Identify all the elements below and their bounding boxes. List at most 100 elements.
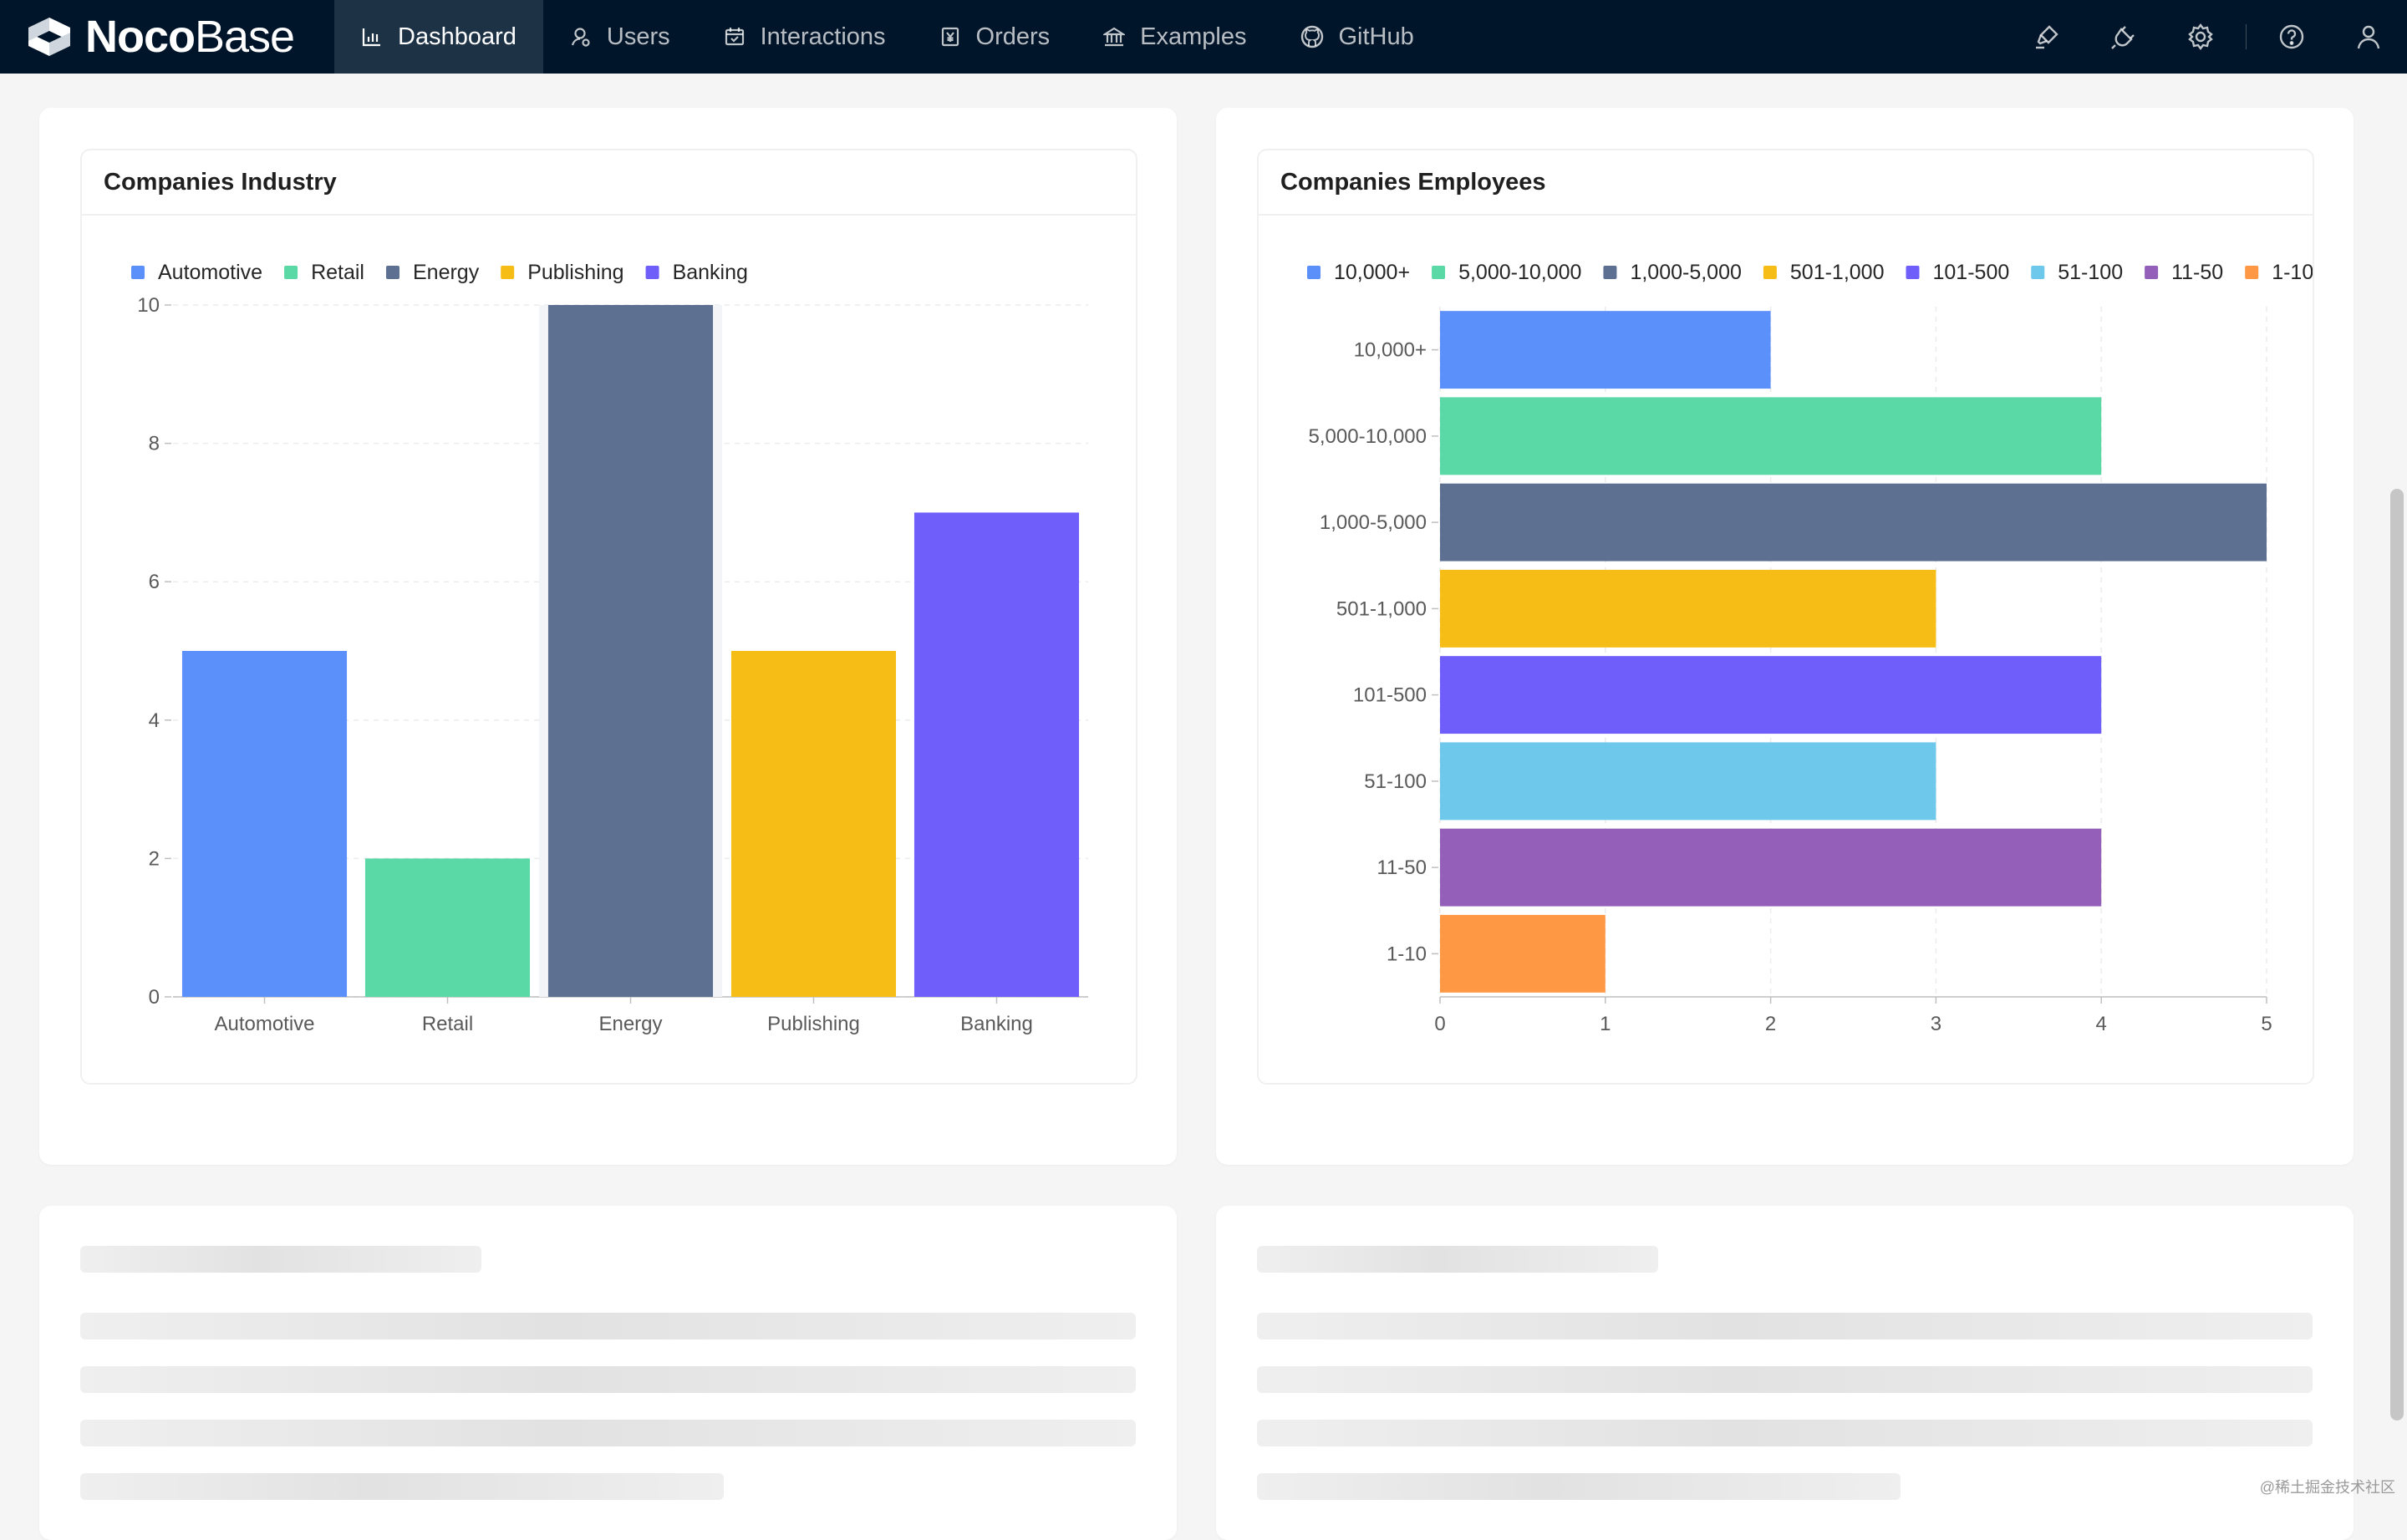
legend-marker [1603,266,1617,279]
employees-legend-item[interactable]: 10,000+ [1307,261,1410,284]
nav-interactions[interactable]: Interactions [697,0,913,74]
legend-marker [1763,266,1777,279]
skeleton-line [1257,1313,2313,1339]
employees-bar-chart: 10,000+ 5,000-10,000 1,000-5,000 501-1,000 1… [1307,261,2313,1035]
legend-label: Publishing [527,261,623,284]
legend-label: Energy [413,261,480,284]
nav-dashboard[interactable]: Dashboard [334,0,543,74]
industry-legend-item[interactable]: Energy [385,261,480,284]
industry-bar-chart: Automotive Retail Energy Publishing Banking 0… [131,261,1088,1035]
industry-legend-item[interactable]: Automotive [131,261,262,284]
x-tick-label: 2 [1765,1013,1776,1035]
loading-card-left [39,1206,1177,1540]
employees-legend-item[interactable]: 11-50 [2145,261,2223,284]
skeleton-line [80,1313,1136,1339]
legend-marker [501,266,515,279]
y-tick-label: 11-50 [1377,856,1427,879]
y-tick-label: 2 [149,847,160,870]
bar-11-50[interactable] [1440,828,2102,907]
yen-icon [941,27,959,47]
y-tick-label: 10,000+ [1354,339,1427,362]
github-icon [1300,25,1323,48]
skeleton-title [1257,1246,1658,1273]
plugin-manager-button[interactable] [2085,0,2162,74]
bar-1-10[interactable] [1440,914,1606,993]
bar-5-000-10-000[interactable] [1440,397,2102,475]
skeleton-line [1257,1473,1901,1500]
nav-orders-label: Orders [975,23,1051,50]
y-tick-label: 0 [149,986,160,1009]
y-tick-label: 1,000-5,000 [1320,511,1427,534]
help-icon [2279,24,2304,49]
skeleton-line [1257,1420,2313,1446]
industry-card: Companies Industry Automotive Retail Energ… [39,108,1177,1165]
legend-label: Retail [311,261,364,284]
bank-icon [1103,27,1126,47]
nav-users[interactable]: Users [543,0,697,74]
skeleton-line [80,1366,1136,1393]
account-button[interactable] [2330,0,2407,74]
industry-legend-item[interactable]: Publishing [501,261,624,284]
legend-marker [1307,266,1321,279]
top-navigation-bar: NocoBase Dashboard Users Interactions Or… [0,0,2407,74]
loading-card-right [1216,1206,2354,1540]
y-tick-label: 4 [149,709,160,732]
bar-51-100[interactable] [1440,742,1936,821]
nocobase-logo-icon [28,18,70,56]
nav-users-label: Users [606,23,670,50]
industry-legend-item[interactable]: Banking [645,261,748,284]
industry-legend-item[interactable]: Retail [284,261,364,284]
x-tick-label: 1 [1600,1013,1611,1035]
ui-editor-button[interactable] [2008,0,2085,74]
bar-101-500[interactable] [1440,656,2102,734]
legend-label: Automotive [158,261,262,284]
x-tick-label: Retail [422,1013,473,1035]
logo-text: NocoBase [85,11,295,63]
industry-chart-title: Companies Industry [104,169,337,196]
legend-marker [2145,266,2159,279]
scrollbar-thumb[interactable] [2390,489,2404,1421]
bar-501-1-000[interactable] [1440,569,1936,648]
y-tick-label: 51-100 [1364,770,1427,793]
plugin-icon [2111,26,2135,49]
nav-github[interactable]: GitHub [1274,0,1441,74]
logo[interactable]: NocoBase [25,0,295,74]
bar-publishing[interactable] [730,651,897,997]
bar-automotive[interactable] [181,651,348,997]
x-tick-label: Publishing [767,1013,860,1035]
legend-label: 101-500 [1933,261,2010,284]
employees-legend-item[interactable]: 51-100 [2031,261,2123,284]
employees-legend-item[interactable]: 1,000-5,000 [1603,261,1742,284]
bar-1-000-5-000[interactable] [1440,483,2267,562]
account-icon [2357,25,2380,49]
y-tick-label: 5,000-10,000 [1309,425,1427,448]
help-button[interactable] [2253,0,2330,74]
employees-chart-header: Companies Employees [1259,150,2313,216]
logo-text-bold: Noco [85,12,196,62]
settings-button[interactable] [2162,0,2239,74]
nav-orders[interactable]: Orders [913,0,1077,74]
skeleton-line [80,1473,724,1500]
bar-retail[interactable] [364,858,531,997]
legend-label: 1-10 [2272,261,2313,284]
user-icon [571,28,590,47]
employees-legend-item[interactable]: 5,000-10,000 [1432,261,1581,284]
employees-legend-item[interactable]: 1-10 [2245,261,2313,284]
bar-banking[interactable] [913,512,1080,997]
legend-marker [1906,266,1920,279]
nav-examples[interactable]: Examples [1076,0,1273,74]
nav-dashboard-label: Dashboard [398,23,517,50]
logo-text-light: Base [195,12,295,62]
y-tick-label: 1-10 [1387,943,1427,965]
nav-interactions-label: Interactions [760,23,886,50]
employees-legend-item[interactable]: 101-500 [1906,261,2010,284]
nav-github-label: GitHub [1338,23,1414,50]
legend-label: 51-100 [2058,261,2123,284]
employees-legend-item[interactable]: 501-1,000 [1763,261,1885,284]
bar-10-000-[interactable] [1440,311,1771,389]
bar-energy[interactable] [547,305,714,997]
calendar-icon [725,28,744,46]
header-divider [2246,24,2247,49]
y-tick-label: 8 [149,433,160,455]
legend-marker [284,266,298,279]
